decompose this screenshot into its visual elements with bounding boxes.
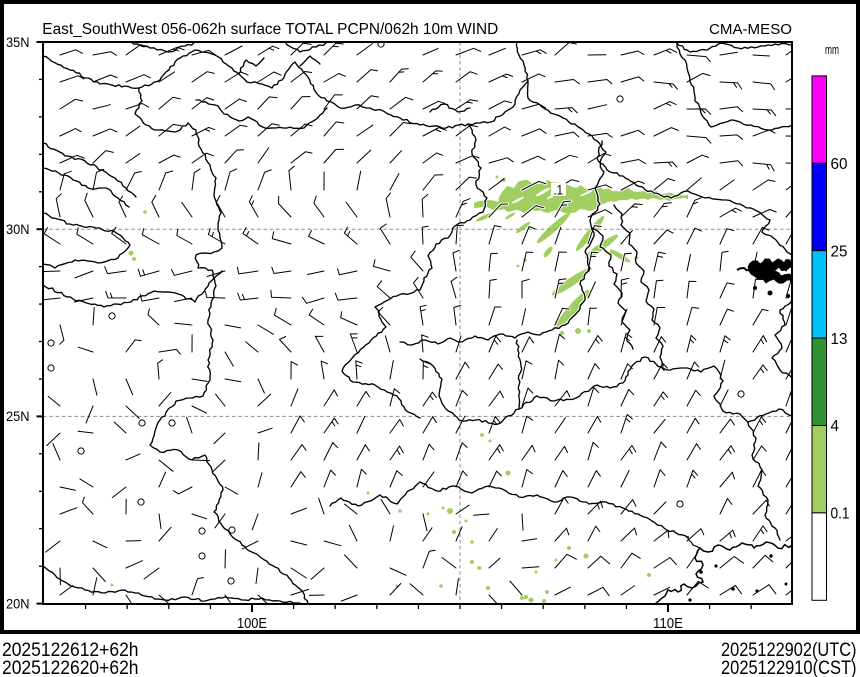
svg-text:13: 13 [831,331,848,348]
svg-text:110E: 110E [653,616,683,632]
svg-text:2025122902(UTC): 2025122902(UTC) [721,640,857,661]
svg-text:20N: 20N [6,596,30,611]
svg-text:2025122620+62h: 2025122620+62h [2,658,139,677]
svg-text:25N: 25N [6,409,30,424]
svg-text:100E: 100E [237,616,267,632]
svg-text:.1: .1 [554,183,564,198]
svg-text:mm: mm [825,42,839,57]
svg-text:60: 60 [831,156,848,173]
svg-text:0.1: 0.1 [831,506,850,523]
svg-text:4: 4 [831,418,840,435]
svg-text:35N: 35N [6,35,30,50]
svg-text:25: 25 [831,243,848,260]
svg-text:2025122910(CST): 2025122910(CST) [721,658,857,677]
svg-text:East_SouthWest 056-062h surfac: East_SouthWest 056-062h surface TOTAL PC… [42,21,498,38]
svg-text:30N: 30N [6,222,30,237]
svg-text:2025122612+62h: 2025122612+62h [2,640,139,661]
svg-text:CMA-MESO: CMA-MESO [709,21,792,38]
